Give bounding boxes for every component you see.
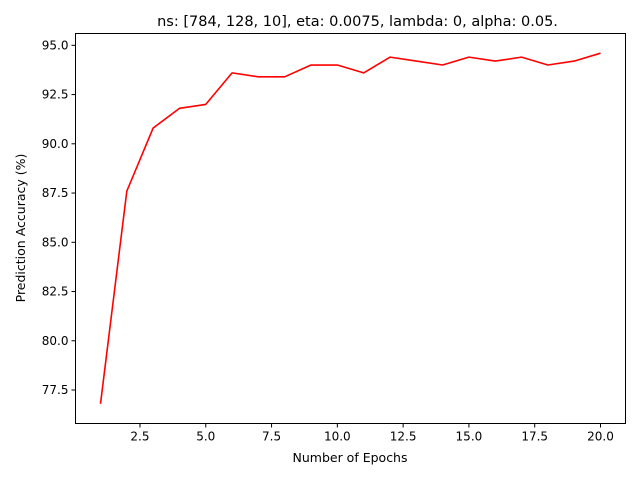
- x-tick-label: 2.5: [130, 430, 149, 444]
- y-tick-label: 82.5: [42, 285, 69, 299]
- axes-frame: [75, 33, 626, 424]
- x-axis: 2.5 5.0 7.5 10.0 12.5 15.0 17.5 20.0: [130, 423, 614, 444]
- y-tick-label: 80.0: [42, 334, 69, 348]
- y-axis-label: Prediction Accuracy (%): [13, 154, 28, 303]
- x-tick-label: 7.5: [262, 430, 281, 444]
- y-tick-label: 77.5: [42, 383, 69, 397]
- y-tick-label: 87.5: [42, 186, 69, 200]
- x-tick-label: 12.5: [390, 430, 417, 444]
- plot-area: [99, 52, 601, 404]
- x-axis-label: Number of Epochs: [293, 450, 408, 465]
- x-tick-label: 10.0: [324, 430, 351, 444]
- series-line: [99, 52, 601, 404]
- y-tick-label: 92.5: [42, 88, 69, 102]
- x-tick-label: 20.0: [587, 430, 614, 444]
- x-tick-label: 17.5: [521, 430, 548, 444]
- y-tick-label: 85.0: [42, 235, 69, 249]
- chart-title: ns: [784, 128, 10], eta: 0.0075, lambda:…: [157, 14, 558, 30]
- y-tick-label: 90.0: [42, 137, 69, 151]
- y-tick-label: 95.0: [42, 38, 69, 52]
- x-tick-label: 5.0: [196, 430, 215, 444]
- y-axis: 77.5 80.0 82.5 85.0 87.5 90.0 92.5 95.0: [42, 38, 76, 397]
- x-tick-label: 15.0: [456, 430, 483, 444]
